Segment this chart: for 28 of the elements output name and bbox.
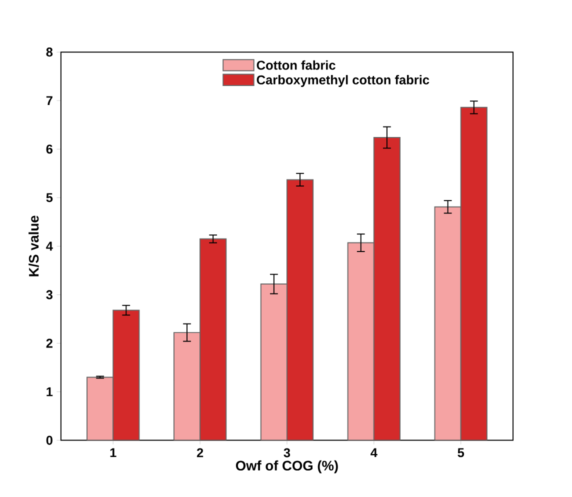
bar [373,136,400,440]
bar [200,238,227,440]
legend-label: Cotton fabric [256,60,336,70]
y-tick-label: 7 [46,96,52,105]
bar [112,310,140,440]
y-tick-label: 8 [46,47,53,56]
x-axis-title: Owf of COG (%) [236,460,338,474]
y-tick-label: 2 [46,338,52,348]
bar [86,376,114,440]
x-tick-label: 5 [458,448,464,458]
x-tick-label: 3 [284,448,290,458]
bar [460,106,488,440]
bar [347,242,374,440]
legend-label: Carboxymethyl cotton fabric [256,74,430,87]
bar [434,206,462,440]
bar [286,179,314,440]
y-tick-label: 6 [46,144,53,154]
y-tick-label: 1 [46,387,53,396]
y-tick-label: 4 [46,242,53,250]
y-tick-label: 3 [46,290,53,300]
y-tick-label: 5 [46,193,53,202]
y-tick-label: 0 [46,436,52,445]
bar [260,283,288,440]
x-tick-label: 1 [110,448,116,457]
bar [173,332,201,440]
y-axis-title: K/S value [28,216,39,276]
x-tick-label: 2 [196,448,204,458]
x-tick-label: 4 [370,448,378,457]
